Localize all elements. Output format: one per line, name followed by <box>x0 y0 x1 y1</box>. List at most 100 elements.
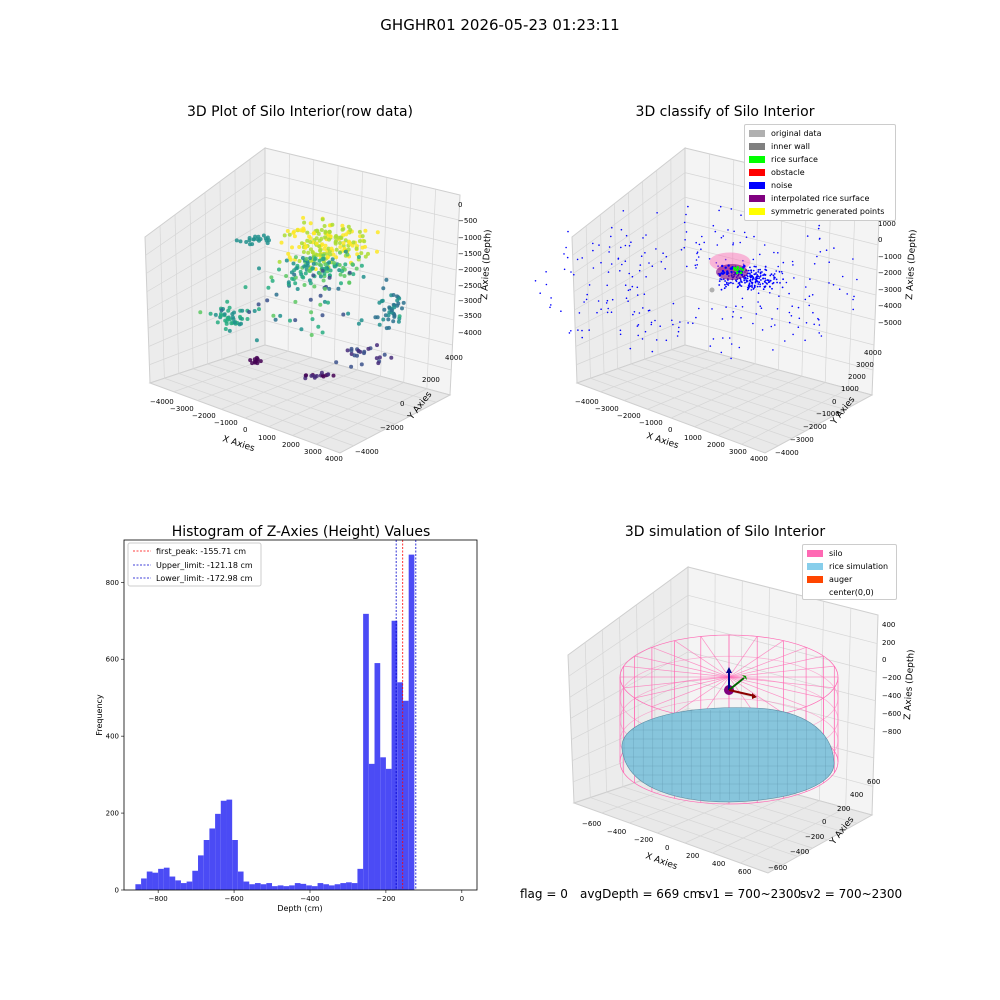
scatter-point <box>293 281 298 286</box>
scatter-point <box>329 246 334 251</box>
grid-line <box>606 791 798 857</box>
scatter-point <box>308 297 313 302</box>
noise-point <box>588 284 591 286</box>
noise-point <box>757 301 759 303</box>
scatter-point <box>349 364 354 369</box>
y-tick-label: 0 <box>115 887 119 895</box>
noise-point <box>748 272 750 275</box>
scatter-point <box>337 263 342 267</box>
noise-point <box>650 321 653 324</box>
noise-point <box>720 351 723 354</box>
noise-point <box>764 281 766 283</box>
scatter-point <box>302 220 307 225</box>
noise-point <box>550 304 552 306</box>
p1-ztick: −2500 <box>458 282 482 290</box>
scatter-point <box>322 299 327 304</box>
noise-point <box>764 266 767 268</box>
p4-xtick: 200 <box>686 852 699 860</box>
scatter-point <box>361 274 366 279</box>
noise-point <box>749 266 751 269</box>
scatter-point <box>305 263 310 268</box>
scatter-point <box>375 230 380 235</box>
scatter-point <box>293 255 298 260</box>
scatter-point <box>392 305 397 310</box>
scatter-point <box>375 315 380 320</box>
noise-point <box>715 262 718 264</box>
x-tick-label: −200 <box>376 895 395 903</box>
histogram-bar <box>374 663 381 890</box>
noise-point <box>744 276 747 279</box>
legend-swatch <box>807 563 823 570</box>
noise-point <box>637 334 639 337</box>
scatter-point <box>400 306 404 311</box>
figure-title: GHGHR01 2026-05-23 01:23:11 <box>380 16 620 34</box>
scatter-point <box>224 319 229 324</box>
scatter-point <box>219 308 224 313</box>
noise-point <box>719 205 722 208</box>
noise-point <box>811 294 814 296</box>
noise-point <box>679 321 681 323</box>
scatter-point <box>380 298 385 303</box>
scatter-point <box>318 248 322 253</box>
scatter-point <box>225 299 230 304</box>
scatter-point <box>374 356 379 361</box>
scatter-point <box>338 245 343 249</box>
histogram-bar <box>306 885 312 890</box>
silo-spoke <box>623 676 730 689</box>
noise-point <box>645 234 647 236</box>
scatter-point <box>248 358 253 363</box>
silo-spoke <box>623 665 730 678</box>
noise-point <box>730 270 733 274</box>
scatter-point <box>386 313 391 318</box>
histogram-bar <box>152 872 159 890</box>
scatter-point <box>330 257 335 262</box>
noise-point <box>606 299 609 302</box>
noise-point <box>685 231 688 233</box>
silo-spoke <box>728 636 758 678</box>
scatter-point <box>323 286 327 291</box>
noise-point <box>745 279 748 282</box>
noise-point <box>828 261 830 264</box>
noise-point <box>750 269 752 272</box>
noise-point <box>732 242 735 244</box>
p4-ytick: 0 <box>822 818 826 826</box>
legend-item: noise <box>749 179 891 192</box>
grid-line <box>684 793 794 844</box>
grid-line <box>584 642 591 798</box>
noise-point <box>638 312 641 314</box>
scatter-point <box>232 310 236 315</box>
noise-point <box>818 224 820 227</box>
scatter-point <box>356 348 361 353</box>
noise-point <box>644 252 646 254</box>
p4-zlabel: Z Axies (Depth) <box>903 649 917 720</box>
noise-point <box>774 324 776 326</box>
noise-point <box>749 279 752 281</box>
noise-point <box>606 311 609 314</box>
noise-point <box>750 289 753 291</box>
noise-point <box>726 272 729 276</box>
noise-point <box>753 265 756 268</box>
noise-point <box>749 276 752 278</box>
scatter-point <box>341 226 346 231</box>
p4-ytick: 600 <box>867 778 880 786</box>
rice-surface-point <box>739 267 742 270</box>
noise-point <box>757 275 760 278</box>
scatter-point <box>331 373 336 378</box>
noise-point <box>648 309 651 312</box>
grid-line <box>622 786 813 849</box>
grid-line <box>642 181 645 360</box>
scatter-point <box>343 249 348 254</box>
noise-point <box>672 323 674 326</box>
noise-point <box>766 279 769 281</box>
scatter-point <box>301 228 306 233</box>
noise-point <box>732 243 734 246</box>
panel1-floor-pane <box>148 344 452 454</box>
noise-point <box>763 285 766 288</box>
scatter-point <box>355 353 359 358</box>
scatter-point <box>208 311 213 316</box>
noise-point <box>754 281 757 284</box>
scatter-point <box>377 355 382 360</box>
noise-point <box>790 315 793 317</box>
noise-point <box>756 274 758 276</box>
scatter-point <box>320 313 325 318</box>
